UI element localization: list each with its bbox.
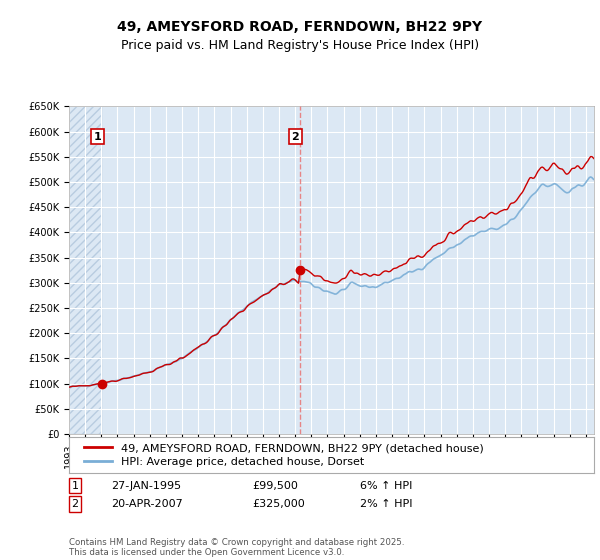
Legend: 49, AMEYSFORD ROAD, FERNDOWN, BH22 9PY (detached house), HPI: Average price, det: 49, AMEYSFORD ROAD, FERNDOWN, BH22 9PY (… (80, 439, 488, 471)
Text: £325,000: £325,000 (252, 499, 305, 509)
Text: 49, AMEYSFORD ROAD, FERNDOWN, BH22 9PY: 49, AMEYSFORD ROAD, FERNDOWN, BH22 9PY (118, 20, 482, 34)
Bar (69, 106, 103, 434)
Text: 1: 1 (71, 480, 79, 491)
Text: Contains HM Land Registry data © Crown copyright and database right 2025.
This d: Contains HM Land Registry data © Crown c… (69, 538, 404, 557)
Text: 2: 2 (71, 499, 79, 509)
Text: 1: 1 (94, 132, 101, 142)
Bar (69, 106, 103, 434)
Bar (103, 106, 300, 434)
Text: 27-JAN-1995: 27-JAN-1995 (111, 480, 181, 491)
Text: 2: 2 (291, 132, 299, 142)
Bar (300, 106, 600, 434)
Text: 20-APR-2007: 20-APR-2007 (111, 499, 183, 509)
Text: Price paid vs. HM Land Registry's House Price Index (HPI): Price paid vs. HM Land Registry's House … (121, 39, 479, 52)
Text: 6% ↑ HPI: 6% ↑ HPI (360, 480, 412, 491)
Text: £99,500: £99,500 (252, 480, 298, 491)
Text: 2% ↑ HPI: 2% ↑ HPI (360, 499, 413, 509)
